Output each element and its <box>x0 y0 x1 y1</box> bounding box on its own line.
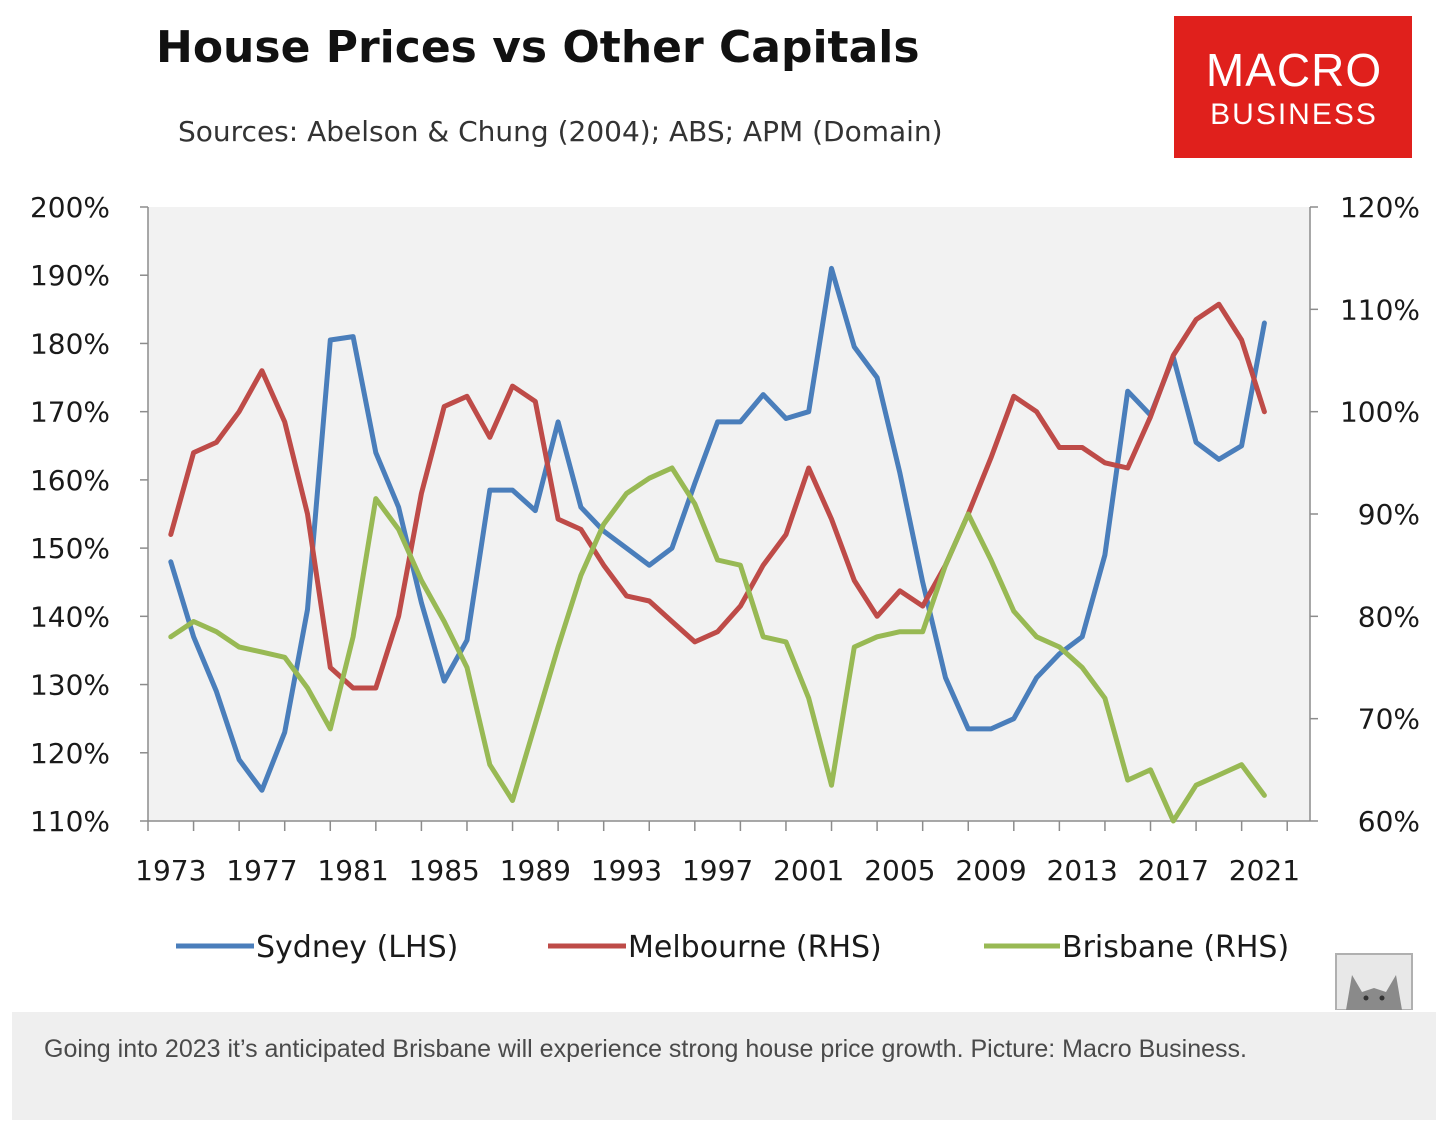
logo-line2: BUSINESS <box>1210 98 1378 131</box>
x-tick-label: 2021 <box>1229 854 1300 887</box>
x-tick-label: 2001 <box>773 854 844 887</box>
left-tick-label: 130% <box>30 669 110 702</box>
plot-area <box>148 207 1310 821</box>
x-tick-label: 1973 <box>135 854 206 887</box>
x-tick-label: 1997 <box>682 854 753 887</box>
series-line-brisbane <box>168 465 1267 824</box>
wolf-icon <box>1335 953 1413 1010</box>
x-tick-label: 2017 <box>1138 854 1209 887</box>
x-tick-label: 1981 <box>317 854 388 887</box>
left-tick-label: 170% <box>30 396 110 429</box>
macro-business-logo: MACRO BUSINESS <box>1174 16 1412 158</box>
left-tick-label: 110% <box>30 805 110 838</box>
series-line-sydney <box>168 265 1267 793</box>
left-tick-label: 150% <box>30 532 110 565</box>
x-axis-ticks: 1973 1977 1981 1985 1989 1993 1997 2001 2005 2009… <box>135 821 1300 887</box>
left-tick-label: 200% <box>30 191 110 224</box>
chart-subtitle: Sources: Abelson & Chung (2004); ABS; AP… <box>178 115 943 148</box>
left-tick-label: 190% <box>30 259 110 292</box>
x-tick-label: 1989 <box>500 854 571 887</box>
right-tick-label: 80% <box>1358 600 1420 633</box>
series-line-melbourne <box>168 301 1267 691</box>
logo-line1: MACRO <box>1206 44 1382 96</box>
left-tick-label: 180% <box>30 327 110 360</box>
left-tick-label: 160% <box>30 464 110 497</box>
left-tick-label: 120% <box>30 737 110 770</box>
right-tick-label: 70% <box>1358 703 1420 736</box>
right-tick-label: 90% <box>1358 498 1420 531</box>
series-lines <box>168 265 1267 824</box>
right-tick-label: 100% <box>1340 396 1420 429</box>
right-tick-label: 60% <box>1358 805 1420 838</box>
caption-box: Going into 2023 it’s anticipated Brisban… <box>12 1012 1436 1120</box>
x-tick-label: 1985 <box>409 854 480 887</box>
right-tick-label: 120% <box>1340 191 1420 224</box>
right-tick-label: 110% <box>1340 293 1420 326</box>
legend-label-melbourne: Melbourne (RHS) <box>628 930 882 965</box>
x-tick-label: 2013 <box>1047 854 1118 887</box>
left-axis-ticks: 110% 120% 130% 140% 150% 160% 170% 180% 190% 200% <box>30 191 148 838</box>
left-tick-label: 140% <box>30 600 110 633</box>
logo-background <box>1174 16 1412 158</box>
x-tick-label: 2009 <box>955 854 1026 887</box>
chart-title: House Prices vs Other Capitals <box>156 22 920 73</box>
legend: Sydney (LHS) Melbourne (RHS) Brisbane (RHS… <box>176 930 1289 965</box>
right-axis-ticks: 60% 70% 80% 90% 100% 110% 120% <box>1310 191 1420 838</box>
caption-text: Going into 2023 it’s anticipated Brisban… <box>44 1035 1247 1063</box>
x-tick-label: 1993 <box>591 854 662 887</box>
chart: House Prices vs Other Capitals Sources: … <box>30 16 1420 1010</box>
x-tick-label: 1977 <box>226 854 297 887</box>
x-tick-label: 2005 <box>864 854 935 887</box>
legend-label-sydney: Sydney (LHS) <box>256 930 458 965</box>
legend-label-brisbane: Brisbane (RHS) <box>1062 930 1289 965</box>
